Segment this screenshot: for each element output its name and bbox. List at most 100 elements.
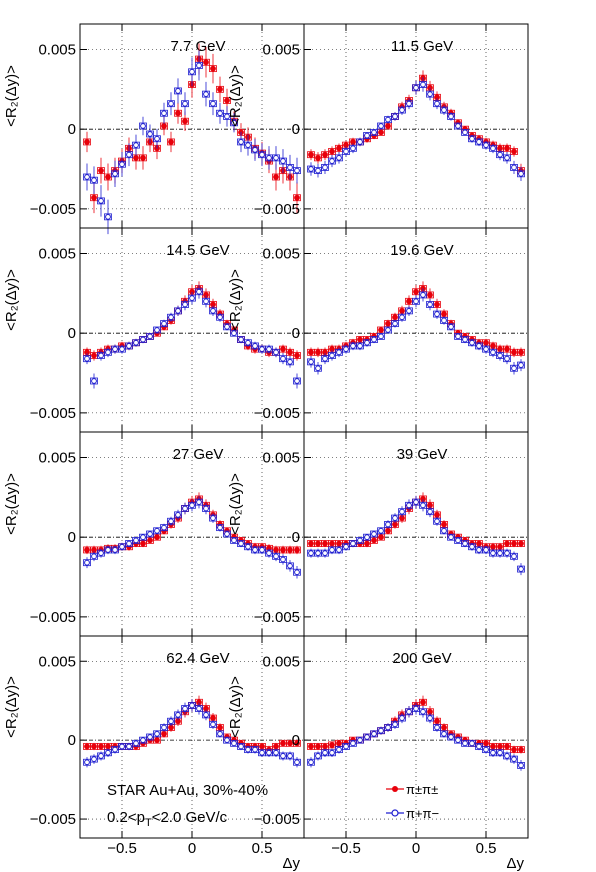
data-point xyxy=(133,339,139,346)
data-point xyxy=(357,139,363,145)
data-point xyxy=(91,378,97,384)
data-point xyxy=(84,139,90,145)
data-point xyxy=(126,343,132,349)
data-point xyxy=(112,346,118,353)
systematic-box xyxy=(97,167,105,175)
data-point xyxy=(294,547,300,553)
data-point xyxy=(112,746,118,753)
systematic-box xyxy=(167,138,175,146)
data-point xyxy=(266,346,272,353)
data-point xyxy=(406,100,412,107)
systematic-box xyxy=(230,119,238,127)
y-tick-label: 0 xyxy=(68,732,76,749)
data-point xyxy=(168,718,174,725)
systematic-box xyxy=(216,85,224,93)
data-point xyxy=(455,333,461,340)
data-point xyxy=(294,167,300,174)
data-point xyxy=(182,118,188,125)
data-point xyxy=(343,543,349,550)
data-point xyxy=(399,307,405,314)
data-point xyxy=(182,301,188,308)
data-point xyxy=(203,712,209,718)
data-point xyxy=(308,349,314,356)
systematic-box xyxy=(405,100,413,108)
y-tick-label: 0 xyxy=(68,529,76,546)
y-tick-label: −0.005 xyxy=(30,609,76,626)
systematic-box xyxy=(433,517,441,525)
data-point xyxy=(385,116,391,123)
data-point xyxy=(161,730,167,737)
data-point xyxy=(175,511,181,518)
data-point xyxy=(91,177,97,184)
data-point xyxy=(476,343,482,349)
y-tick-label: −0.005 xyxy=(30,811,76,828)
systematic-box xyxy=(517,762,525,769)
data-point xyxy=(133,537,139,544)
data-point xyxy=(518,349,524,356)
data-point xyxy=(336,540,342,547)
x-tick-label: 0 xyxy=(412,840,420,857)
data-point xyxy=(105,749,111,756)
data-point xyxy=(329,749,335,756)
data-point xyxy=(455,537,461,544)
data-point xyxy=(364,540,370,547)
panel-title: 39 GeV xyxy=(397,446,448,463)
y-tick-label: 0 xyxy=(292,529,300,546)
data-point xyxy=(168,100,174,107)
data-point xyxy=(287,164,293,171)
systematic-box xyxy=(83,138,91,146)
systematic-box xyxy=(223,113,231,120)
data-point xyxy=(168,518,174,525)
data-point xyxy=(133,142,139,149)
systematic-box xyxy=(293,377,301,385)
systematic-box xyxy=(167,313,175,321)
series-pippim xyxy=(83,284,301,389)
systematic-box xyxy=(293,194,301,202)
data-point xyxy=(455,123,461,129)
series-pippim xyxy=(307,77,525,182)
systematic-box xyxy=(279,157,287,165)
y-axis-label: <R₂(Δy)> xyxy=(3,676,20,738)
data-point xyxy=(308,743,314,750)
data-point xyxy=(511,164,517,171)
data-point xyxy=(434,311,440,317)
data-point xyxy=(238,336,244,343)
data-point xyxy=(119,543,125,550)
data-point xyxy=(203,59,209,66)
data-point xyxy=(322,749,328,756)
data-point xyxy=(413,298,419,305)
systematic-box xyxy=(517,565,525,573)
data-point xyxy=(329,741,335,748)
data-point xyxy=(504,753,510,759)
systematic-box xyxy=(356,138,364,146)
systematic-box xyxy=(349,144,357,152)
legend-pipm-label: π±π± xyxy=(406,782,438,797)
data-point xyxy=(287,358,293,365)
data-point xyxy=(371,336,377,343)
data-point xyxy=(161,724,167,731)
data-point xyxy=(336,740,342,747)
data-point xyxy=(448,534,454,541)
systematic-box xyxy=(223,530,231,538)
data-point xyxy=(462,336,468,343)
data-point xyxy=(266,154,272,161)
data-point xyxy=(490,749,496,756)
data-point xyxy=(483,740,489,747)
data-point xyxy=(462,540,468,547)
data-point xyxy=(455,737,461,744)
data-point xyxy=(231,119,237,126)
systematic-box xyxy=(510,552,518,560)
data-point xyxy=(98,198,104,204)
systematic-box xyxy=(517,348,525,356)
y-axis-label: <R₂(Δy)> xyxy=(3,473,20,535)
systematic-box xyxy=(167,100,175,108)
data-point xyxy=(378,527,384,534)
systematic-box xyxy=(160,524,168,532)
data-point xyxy=(91,194,97,201)
data-point xyxy=(469,135,475,142)
data-point xyxy=(483,547,489,553)
systematic-box xyxy=(160,320,168,328)
panel-title: 200 GeV xyxy=(392,650,451,667)
data-point xyxy=(238,743,244,750)
systematic-box xyxy=(398,714,406,722)
